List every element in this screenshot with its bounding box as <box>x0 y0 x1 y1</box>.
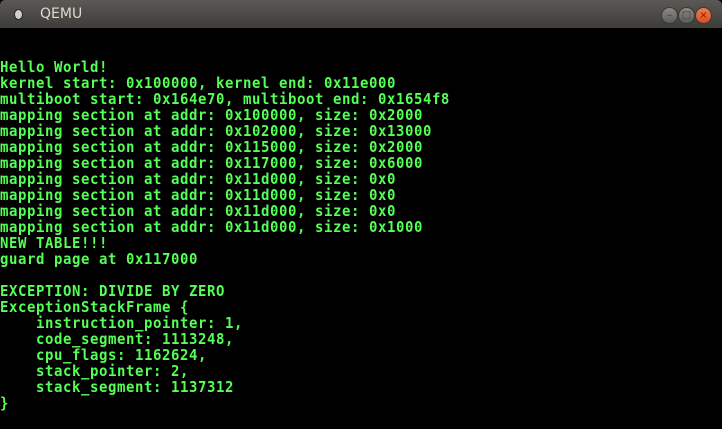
console-line: ExceptionStackFrame { <box>0 299 189 317</box>
console-line: EXCEPTION: DIVIDE BY ZERO <box>0 283 225 301</box>
close-button[interactable]: × <box>695 7 712 24</box>
console-line <box>0 268 722 285</box>
console-line <box>0 28 722 45</box>
console-line: cpu_flags: 1162624, <box>0 347 207 365</box>
console-line: mapping section at addr: 0x100000, size:… <box>0 107 423 125</box>
console-line: multiboot start: 0x164e70, multiboot end… <box>0 91 450 109</box>
app-icon <box>15 10 22 19</box>
console-line: code_segment: 1113248, <box>0 331 234 349</box>
console-line: mapping section at addr: 0x11d000, size:… <box>0 219 423 237</box>
vga-text-console[interactable]: Hello World! kernel start: 0x100000, kern… <box>0 28 722 429</box>
console-line: stack_segment: 1137312 <box>0 379 234 397</box>
maximize-button[interactable]: □ <box>678 7 695 24</box>
console-line: } <box>0 395 9 413</box>
minimize-button[interactable]: – <box>661 7 678 24</box>
window-title: QEMU <box>40 6 83 22</box>
console-line: stack_pointer: 2, <box>0 363 189 381</box>
console-line: instruction_pointer: 1, <box>0 315 243 333</box>
console-line: mapping section at addr: 0x11d000, size:… <box>0 171 396 189</box>
console-line: mapping section at addr: 0x117000, size:… <box>0 155 423 173</box>
console-line <box>0 44 722 61</box>
console-line: kernel start: 0x100000, kernel end: 0x11… <box>0 75 396 93</box>
console-line: mapping section at addr: 0x11d000, size:… <box>0 203 396 221</box>
console-line: mapping section at addr: 0x115000, size:… <box>0 139 423 157</box>
title-bar[interactable]: QEMU – □ × <box>0 0 722 28</box>
console-line: NEW TABLE!!! <box>0 235 108 253</box>
console-line: mapping section at addr: 0x11d000, size:… <box>0 187 396 205</box>
console-line: Hello World! <box>0 59 108 77</box>
console-line: guard page at 0x117000 <box>0 251 198 269</box>
console-line: mapping section at addr: 0x102000, size:… <box>0 123 432 141</box>
